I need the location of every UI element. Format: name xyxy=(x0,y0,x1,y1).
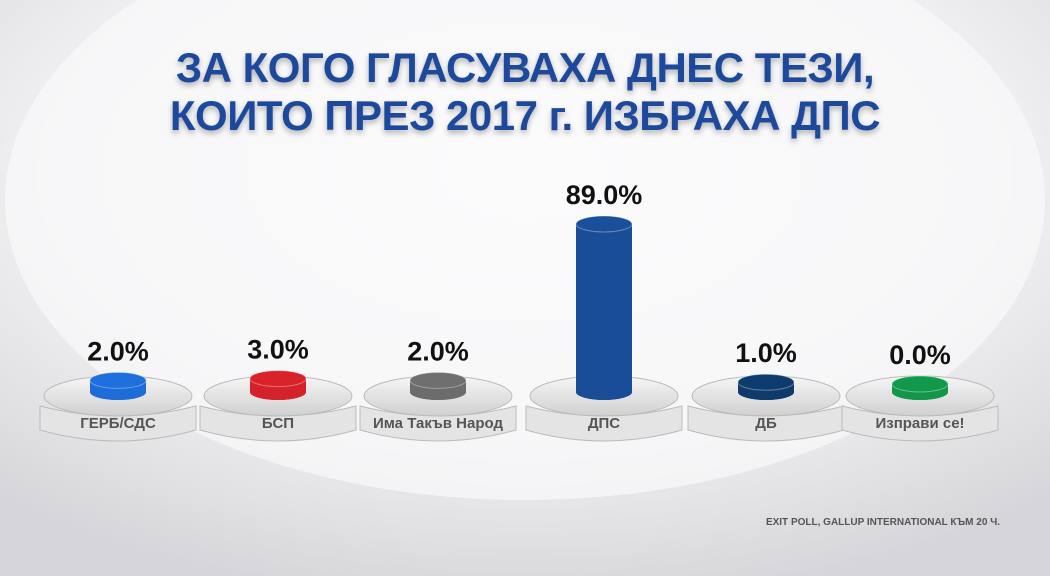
bar-top xyxy=(891,375,949,393)
bar-body-light xyxy=(576,224,632,400)
value-label: 89.0% xyxy=(566,180,643,210)
bar xyxy=(249,370,307,400)
value-label: 2.0% xyxy=(407,336,469,366)
category-label: Изправи се! xyxy=(875,415,964,432)
category-label: ГЕРБ/СДС xyxy=(80,415,156,432)
category-label: ДПС xyxy=(588,415,620,432)
value-label: 1.0% xyxy=(735,338,797,368)
bar-top xyxy=(737,373,795,391)
label-plate xyxy=(39,405,197,442)
chart-title: КОИТО ПРЕЗ 2017 г. ИЗБРАХА ДПС xyxy=(170,92,880,139)
value-label: 3.0% xyxy=(247,335,309,365)
category-label: БСП xyxy=(262,415,294,432)
bar xyxy=(737,373,795,400)
bar-top xyxy=(249,370,307,388)
category-label: Има Такъв Народ xyxy=(373,415,503,432)
label-plate xyxy=(525,405,683,442)
bar xyxy=(409,371,467,400)
category-label: ДБ xyxy=(755,415,777,432)
chart-title: ЗА КОГО ГЛАСУВАХА ДНЕС ТЕЗИ, xyxy=(176,44,874,91)
value-label: 0.0% xyxy=(889,340,951,370)
label-plate xyxy=(359,405,517,442)
label-plate xyxy=(199,405,357,442)
value-label: 2.0% xyxy=(87,336,149,366)
label-plate xyxy=(841,405,999,442)
source-note: EXIT POLL, GALLUP INTERNATIONAL КЪМ 20 Ч… xyxy=(766,517,1000,528)
bar-top xyxy=(409,371,467,389)
bar xyxy=(89,371,147,400)
bar-top xyxy=(89,371,147,389)
bar xyxy=(891,375,949,400)
bar xyxy=(575,215,633,400)
bar-top xyxy=(575,215,633,233)
